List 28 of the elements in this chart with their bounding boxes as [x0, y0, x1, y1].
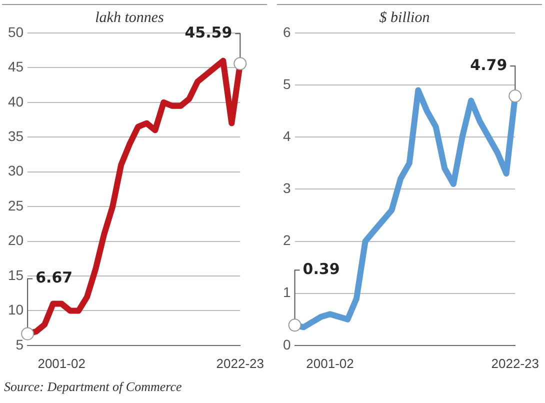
- y-tick-label: 50: [8, 24, 24, 40]
- y-tick-label: 35: [8, 128, 24, 144]
- chart-title: $ billion: [379, 10, 430, 26]
- y-tick-label: 2: [282, 232, 291, 248]
- y-tick-label: 45: [8, 58, 24, 75]
- source-note: Source: Department of Commerce: [3, 378, 183, 396]
- y-tick-label: 10: [8, 302, 24, 318]
- x-tick-label: 2001-02: [306, 356, 354, 371]
- y-tick-label: 5: [16, 336, 24, 352]
- y-tick-label: 3: [282, 180, 291, 196]
- y-tick-label: 5: [282, 76, 291, 92]
- y-tick-label: 1: [282, 284, 291, 300]
- data-label: 45.59: [184, 24, 232, 42]
- y-tick-label: 20: [8, 232, 24, 248]
- data-label: 4.79: [470, 56, 508, 74]
- data-label: 0.39: [302, 260, 340, 278]
- x-tick-label: 2022-23: [491, 356, 540, 371]
- data-label: 6.67: [36, 268, 73, 287]
- chart-title: lakh tonnes: [95, 10, 164, 26]
- y-tick-label: 25: [8, 197, 24, 214]
- y-tick-label: 30: [8, 162, 24, 179]
- y-tick-label: 6: [282, 24, 291, 40]
- x-tick-label: 2022-23: [216, 356, 264, 371]
- y-tick-label: 4: [282, 128, 291, 144]
- y-tick-label: 40: [8, 93, 24, 110]
- x-tick-label: 2001-02: [38, 356, 86, 371]
- y-tick-label: 15: [8, 266, 24, 283]
- y-tick-label: 0: [282, 336, 291, 352]
